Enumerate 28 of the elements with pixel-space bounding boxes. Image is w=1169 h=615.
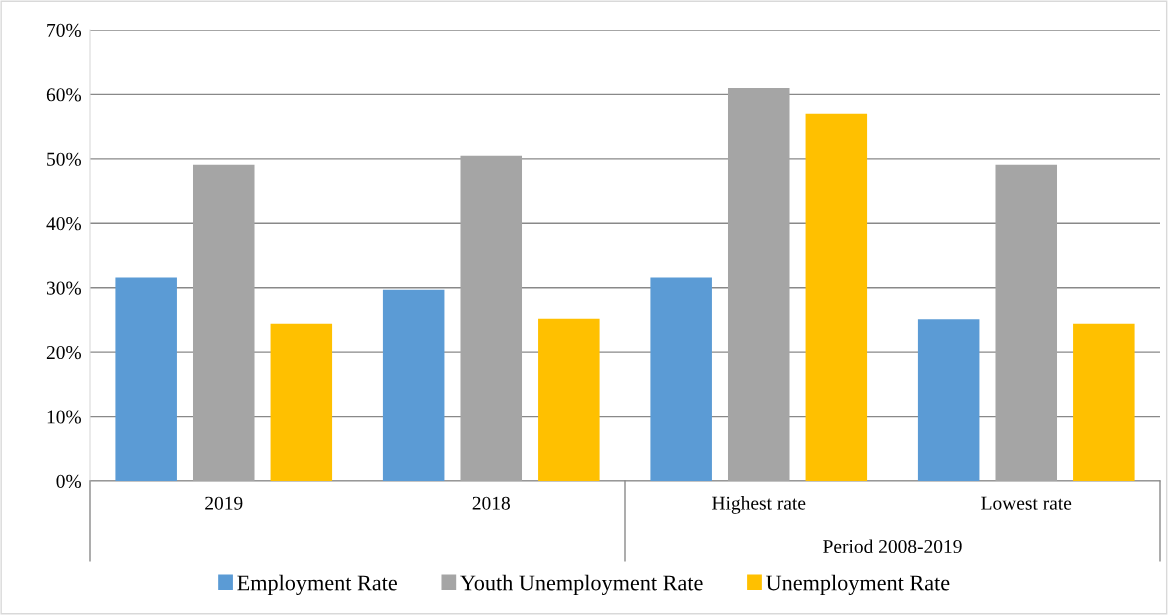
bar <box>917 319 980 481</box>
bar <box>538 318 600 481</box>
y-tick-label: 40% <box>46 217 81 231</box>
text: Period 2008-2019 <box>823 539 962 554</box>
y-tick-label: 60% <box>46 88 81 102</box>
x-tick-label: 2019 <box>205 496 243 510</box>
y-tick-label: 20% <box>46 345 81 360</box>
bar <box>727 87 790 481</box>
bar <box>270 323 333 481</box>
bar <box>460 155 523 481</box>
legend-label: Youth Unemployment Rate <box>460 574 703 595</box>
bar <box>805 113 868 481</box>
y-tick-label: 10% <box>47 410 81 424</box>
legend-label: Unemployment Rate <box>766 574 950 595</box>
y-tick-label: 0% <box>56 474 81 488</box>
bar <box>1073 323 1135 481</box>
bar <box>192 164 255 481</box>
bar <box>995 164 1058 481</box>
y-tick-label: 50% <box>47 152 81 166</box>
bar <box>650 277 712 481</box>
bar <box>115 277 177 481</box>
x-tick-label: Highest rate <box>712 496 806 514</box>
legend-label: Employment Rate <box>237 574 397 595</box>
bar <box>382 289 445 481</box>
x-tick-label: Lowest rate <box>981 496 1072 510</box>
y-tick-label: 70% <box>47 23 81 37</box>
x-tick-label: 2018 <box>472 496 510 510</box>
y-tick-label: 30% <box>46 281 81 295</box>
